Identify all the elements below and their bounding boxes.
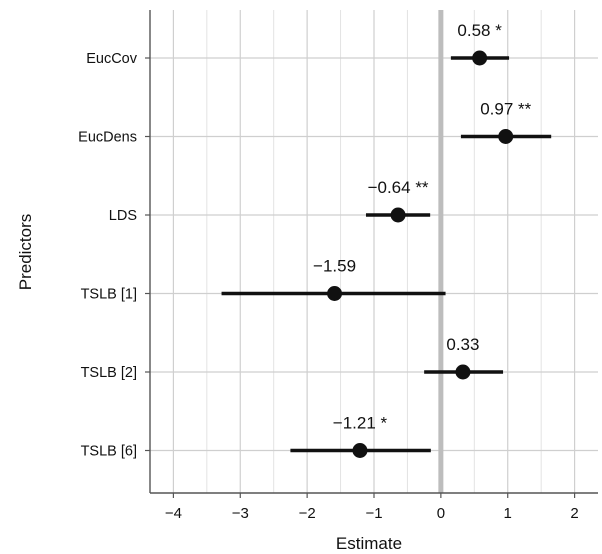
- estimate-label: 0.58 *: [457, 21, 502, 40]
- x-axis-ticks: −4 −3 −2 −1 0 1 2: [165, 493, 579, 522]
- y-tick-label: TSLB [2]: [81, 365, 137, 381]
- x-axis-title: Estimate: [336, 534, 402, 553]
- estimate-label: −1.21 *: [333, 414, 388, 433]
- estimate-label: −0.64 **: [368, 178, 429, 197]
- x-tick-label: −2: [299, 505, 316, 522]
- estimate-point: [498, 129, 514, 144]
- x-tick-label: −1: [365, 505, 382, 522]
- y-axis-ticks: EucCov EucDens LDS TSLB [1] TSLB [2] TSLB [6]: [78, 51, 150, 460]
- estimate-point: [327, 286, 343, 301]
- y-tick-label: TSLB [1]: [81, 287, 137, 303]
- estimate-point: [455, 364, 471, 380]
- estimate-label: 0.33: [446, 335, 479, 354]
- y-tick-label: EucDens: [78, 130, 137, 146]
- estimate-point: [472, 50, 488, 66]
- estimates: 0.58 * 0.97 ** −0.64 ** −1.59 0.33 −1.21 *: [221, 21, 552, 458]
- estimate-point: [352, 443, 368, 458]
- x-tick-label: 2: [570, 505, 578, 522]
- estimate-label: −1.59: [313, 257, 356, 276]
- x-tick-label: −3: [232, 505, 249, 522]
- y-tick-label: EucCov: [86, 51, 138, 67]
- x-tick-label: −4: [165, 505, 182, 522]
- y-tick-label: LDS: [109, 208, 137, 224]
- y-axis-title: Predictors: [16, 214, 35, 291]
- x-tick-label: 0: [437, 505, 445, 522]
- estimate-point: [390, 207, 406, 223]
- y-tick-label: TSLB [6]: [81, 444, 137, 460]
- x-tick-label: 1: [504, 505, 512, 522]
- estimate-label: 0.97 **: [480, 100, 531, 119]
